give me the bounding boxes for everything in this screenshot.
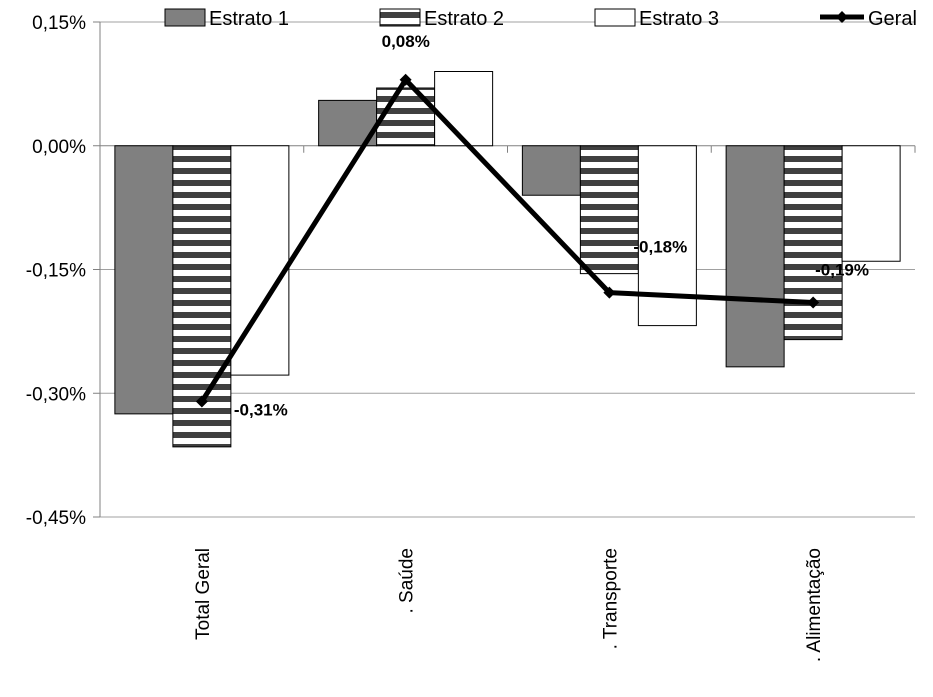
y-tick-label: 0,15%: [32, 13, 86, 34]
legend-label: Geral: [868, 8, 917, 30]
bar-estrato-1: [114, 145, 174, 415]
data-label: -0,18%: [633, 238, 687, 257]
bar-estrato-3: [434, 71, 494, 147]
legend: Estrato 1 Estrato 2 Estrato 3 Geral: [164, 8, 917, 30]
y-tick-label: 0,00%: [32, 137, 86, 158]
category-label: . Transporte: [600, 548, 621, 649]
geral-marker: [603, 286, 616, 299]
category-label: . Saúde: [397, 548, 418, 614]
legend-swatch: [379, 8, 421, 27]
bar-estrato-1: [521, 145, 581, 196]
geral-line: [199, 77, 814, 403]
category-label: . Alimentação: [804, 548, 825, 662]
data-label: -0,31%: [234, 401, 288, 420]
bar-estrato-1: [725, 145, 785, 368]
data-label: 0,08%: [382, 32, 430, 51]
y-tick-label: -0,30%: [26, 384, 86, 405]
legend-swatch: [594, 8, 636, 27]
geral-marker: [807, 296, 820, 309]
bar-estrato-2: [783, 145, 843, 341]
legend-label: Estrato 2: [424, 8, 504, 30]
bars: [114, 71, 901, 448]
bar-estrato-3: [841, 145, 901, 262]
legend-label: Estrato 3: [639, 8, 719, 30]
y-tick-label: -0,45%: [26, 508, 86, 529]
category-label: Total Geral: [193, 548, 214, 640]
geral-marker: [195, 395, 208, 408]
bar-estrato-2: [376, 87, 436, 147]
data-label: -0,19%: [815, 261, 869, 280]
y-tick-label: -0,15%: [26, 261, 86, 282]
legend-marker: [836, 11, 848, 23]
legend-swatch: [164, 8, 206, 27]
line-series: [195, 73, 820, 408]
legend-label: Estrato 1: [209, 8, 289, 30]
geral-marker: [399, 73, 412, 86]
bar-estrato-2: [579, 145, 639, 275]
labels: 0,15% 0,00% -0,15% -0,30% -0,45% -0,31% 0,08% -…: [26, 13, 869, 662]
